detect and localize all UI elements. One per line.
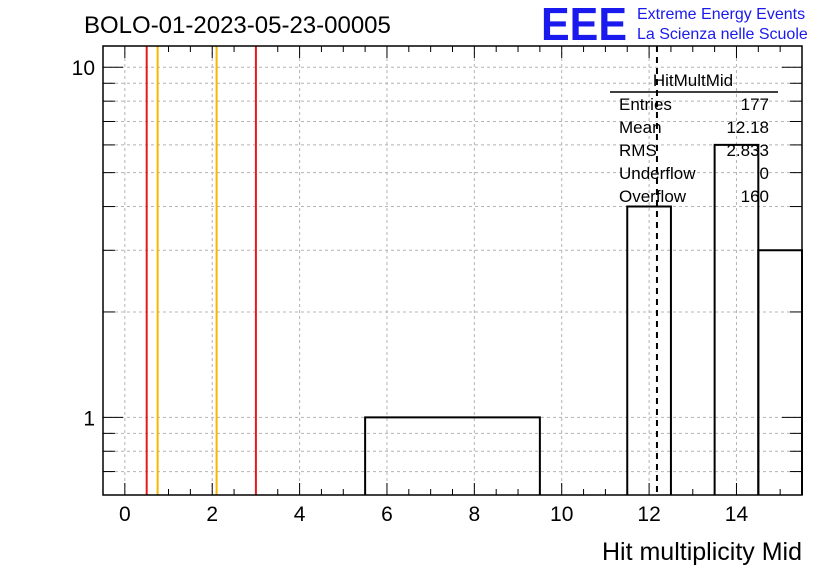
tick-marks xyxy=(102,46,803,496)
histogram-bin xyxy=(364,416,541,495)
stats-value-mean: 12.18 xyxy=(726,118,769,137)
x-tick-label: 2 xyxy=(206,503,218,526)
x-tick-label: 4 xyxy=(294,503,306,526)
stats-value-underflow: 0 xyxy=(760,164,769,183)
histogram-bin xyxy=(626,205,672,495)
grid-layer xyxy=(103,46,802,496)
stats-box: HitMultMid Entries 177 Mean 12.18 RMS 2.… xyxy=(610,71,778,206)
stats-title: HitMultMid xyxy=(653,71,733,90)
stats-value-overflow: 160 xyxy=(741,187,769,206)
plot-frame xyxy=(102,45,803,496)
vertical-markers xyxy=(145,46,257,495)
stats-value-entries: 177 xyxy=(741,95,769,114)
y-tick-label: 1 xyxy=(83,407,95,430)
run-title: BOLO-01-2023-05-23-00005 xyxy=(84,12,391,39)
logo-line-2: La Scienza nelle Scuole xyxy=(637,26,808,43)
stats-label-overflow: Overflow xyxy=(619,187,687,206)
stats-label-underflow: Underflow xyxy=(619,164,696,183)
histogram-bin xyxy=(757,249,803,495)
stats-label-entries: Entries xyxy=(619,95,672,114)
logo-line-1: Extreme Energy Events xyxy=(637,6,805,23)
stats-value-rms: 2.833 xyxy=(726,141,769,160)
x-tick-label: 0 xyxy=(119,503,131,526)
eee-logo: EEE xyxy=(541,0,627,50)
x-axis-label: Hit multiplicity Mid xyxy=(602,538,802,566)
x-tick-label: 8 xyxy=(469,503,481,526)
x-tick-label: 6 xyxy=(381,503,393,526)
stats-label-rms: RMS xyxy=(619,141,657,160)
stats-label-mean: Mean xyxy=(619,118,662,137)
tick-labels: 0 2 4 6 8 10 12 14 1 10 xyxy=(72,57,749,526)
x-tick-label: 14 xyxy=(725,503,749,526)
y-tick-label: 10 xyxy=(72,57,95,80)
x-tick-label: 12 xyxy=(637,503,660,526)
x-tick-label: 10 xyxy=(550,503,573,526)
